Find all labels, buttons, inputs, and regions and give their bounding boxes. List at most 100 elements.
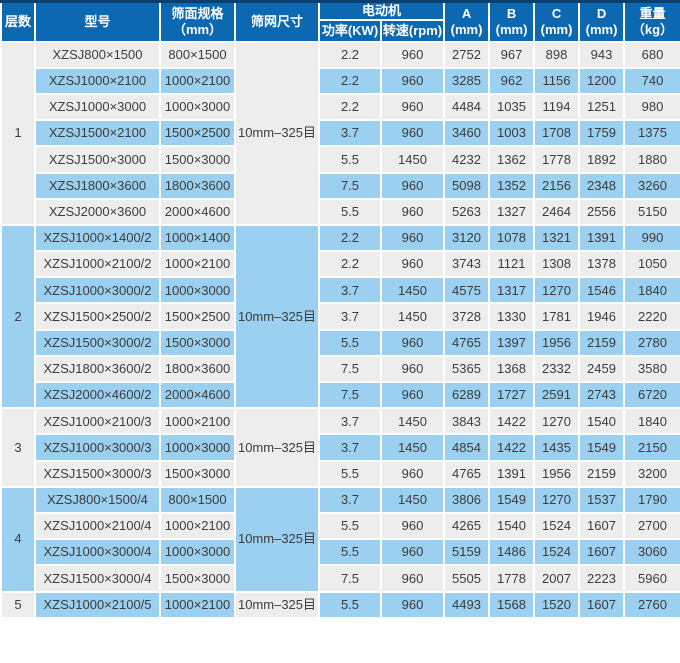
weight-cell: 2220 [623, 302, 680, 331]
weight-cell: 2700 [623, 511, 680, 541]
weight-cell: 3200 [623, 459, 680, 488]
speed-cell: 960 [379, 459, 446, 488]
table-row: XZSJ1500×2500/2 1500×2500 3.7 1450 3728 1330 1… [1, 302, 680, 331]
table-row: 5 XZSJ1000×2100/5 1000×2100 10mm–325目 5.5 960… [0, 590, 680, 619]
table-row: 2 XZSJ1000×1400/2 1000×1400 10mm–325目 2.2 960… [0, 223, 680, 410]
a-cell: 5365 [443, 354, 491, 384]
model-cell: XZSJ1000×3000/3 [34, 433, 161, 462]
c-cell: 1781 [533, 302, 581, 331]
table-row: 1 XZSJ800×1500 800×1500 10mm–325目 2.2 960 2752… [0, 40, 680, 226]
c-cell: 1270 [533, 485, 581, 514]
a-cell: 3843 [443, 407, 491, 436]
b-cell: 1078 [488, 223, 536, 253]
spec-cell: 1000×3000 [159, 276, 236, 305]
d-cell: 2348 [578, 171, 626, 200]
c-cell: 2156 [533, 171, 581, 200]
table-row: XZSJ1500×3000/2 1500×3000 5.5 960 4765 1397 19… [1, 328, 680, 357]
spec-cell: 1800×3600 [159, 354, 236, 384]
spec-cell: 2000×4600 [159, 381, 236, 410]
weight-cell: 1840 [623, 276, 680, 305]
a-cell: 5505 [443, 564, 491, 593]
d-cell: 1200 [578, 66, 626, 95]
spec-cell: 1000×2100 [159, 407, 236, 436]
header-c-line1: C [551, 5, 562, 21]
c-cell: 2332 [533, 354, 581, 384]
header-weight: 重量 （kg） [623, 0, 680, 43]
a-cell: 3120 [443, 223, 491, 253]
mesh-cell: 10mm–325目 [234, 40, 320, 226]
b-cell: 1549 [488, 485, 536, 514]
a-cell: 4765 [443, 459, 491, 488]
mesh-cell: 10mm–325目 [234, 590, 320, 619]
model-cell: XZSJ1000×2100/3 [34, 407, 161, 436]
power-cell: 5.5 [318, 459, 382, 488]
a-cell: 2752 [443, 40, 491, 69]
header-screen-spec-line1: 筛面规格 [171, 5, 224, 21]
b-cell: 1327 [488, 197, 536, 226]
power-cell: 5.5 [318, 145, 382, 174]
weight-cell: 5960 [623, 564, 680, 593]
d-cell: 1391 [578, 223, 626, 253]
weight-cell: 990 [623, 223, 680, 253]
power-cell: 3.7 [318, 119, 382, 148]
b-cell: 1422 [488, 407, 536, 436]
speed-cell: 960 [379, 328, 446, 357]
power-cell: 2.2 [318, 223, 382, 253]
header-c-line2: (mm) [540, 21, 573, 37]
table-row: XZSJ1000×3000/4 1000×3000 5.5 960 5159 1486 15… [1, 538, 680, 567]
weight-cell: 980 [623, 92, 680, 122]
b-cell: 1352 [488, 171, 536, 200]
model-cell: XZSJ1000×2100/5 [34, 590, 161, 619]
a-cell: 5263 [443, 197, 491, 226]
power-cell: 7.5 [318, 171, 382, 200]
header-b-line2: (mm) [495, 21, 528, 37]
d-cell: 1549 [578, 433, 626, 462]
spec-cell: 1000×3000 [159, 538, 236, 567]
b-cell: 1397 [488, 328, 536, 357]
spec-cell: 1000×2100 [159, 250, 236, 279]
d-cell: 1546 [578, 276, 626, 305]
b-cell: 967 [488, 40, 536, 69]
power-cell: 3.7 [318, 302, 382, 331]
header-d: D (mm) [578, 0, 626, 43]
layer-cell: 3 [0, 407, 36, 488]
weight-cell: 2780 [623, 328, 680, 357]
weight-cell: 1050 [623, 250, 680, 279]
d-cell: 2743 [578, 381, 626, 410]
d-cell: 1378 [578, 250, 626, 279]
weight-cell: 1790 [623, 485, 680, 514]
header-a: A (mm) [443, 0, 491, 43]
a-cell: 4232 [443, 145, 491, 174]
header-b: B (mm) [488, 0, 536, 43]
table-row: XZSJ1000×3000/2 1000×3000 3.7 1450 4575 1317 1… [1, 276, 680, 305]
power-cell: 2.2 [318, 40, 382, 69]
c-cell: 1194 [533, 92, 581, 122]
b-cell: 1727 [488, 381, 536, 410]
spec-table-body: 1 XZSJ800×1500 800×1500 10mm–325目 2.2 960 2752… [0, 40, 680, 619]
table-row: 3 XZSJ1000×2100/3 1000×2100 10mm–325目 3.7 145… [0, 407, 680, 488]
b-cell: 1121 [488, 250, 536, 279]
spec-cell: 1500×3000 [159, 328, 236, 357]
c-cell: 1270 [533, 407, 581, 436]
table-row: XZSJ2000×3600 2000×4600 5.5 960 5263 1327 2464… [1, 197, 680, 226]
power-cell: 7.5 [318, 354, 382, 384]
table-row: XZSJ1500×3000 1500×3000 5.5 1450 4232 1362 177… [1, 145, 680, 174]
d-cell: 2223 [578, 564, 626, 593]
a-cell: 4575 [443, 276, 491, 305]
d-cell: 1540 [578, 407, 626, 436]
header-weight-line1: 重量 [639, 5, 666, 21]
d-cell: 2459 [578, 354, 626, 384]
table-header: 层数 型号 筛面规格 （mm） 筛网尺寸 电动机 A (mm) B (mm) C [0, 0, 680, 43]
spec-cell: 1500×3000 [159, 145, 236, 174]
model-cell: XZSJ1500×3000 [34, 145, 161, 174]
c-cell: 1956 [533, 459, 581, 488]
speed-cell: 1450 [379, 407, 446, 436]
table-row: XZSJ1000×3000 1000×3000 2.2 960 4484 1035 1194… [1, 92, 680, 122]
power-cell: 7.5 [318, 381, 382, 410]
b-cell: 1035 [488, 92, 536, 122]
speed-cell: 960 [379, 92, 446, 122]
d-cell: 1607 [578, 511, 626, 541]
header-a-line2: (mm) [450, 21, 483, 37]
speed-cell: 960 [379, 381, 446, 410]
model-cell: XZSJ1000×3000/4 [34, 538, 161, 567]
